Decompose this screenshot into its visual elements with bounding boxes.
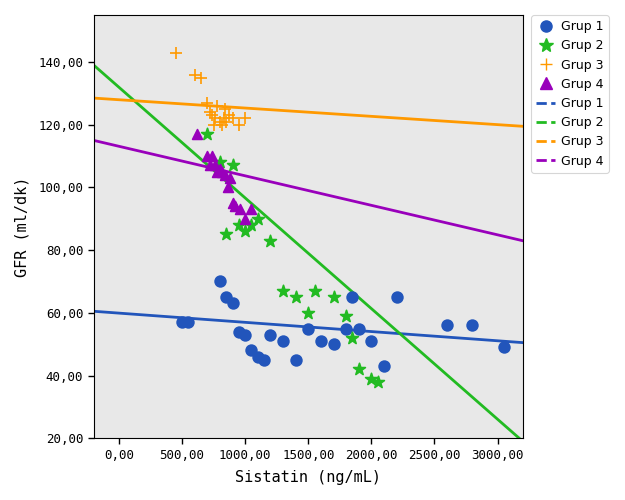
Point: [202, 99, 212, 107]
Point: [392, 293, 402, 301]
Point: [210, 162, 220, 170]
Point: [442, 322, 452, 330]
Point: [366, 374, 376, 382]
Point: [215, 158, 225, 166]
Point: [341, 324, 351, 332]
Point: [303, 324, 313, 332]
Point: [228, 114, 238, 122]
Point: [205, 162, 215, 170]
Point: [259, 356, 269, 364]
Point: [348, 293, 358, 301]
Point: [246, 206, 256, 214]
Point: [171, 48, 181, 56]
Point: [309, 287, 319, 295]
Point: [230, 202, 240, 210]
Point: [221, 293, 231, 301]
Point: [221, 118, 231, 126]
Point: [215, 164, 225, 172]
Point: [240, 215, 250, 223]
Point: [215, 278, 225, 285]
Point: [240, 114, 250, 122]
Point: [278, 337, 288, 345]
Point: [303, 309, 313, 317]
Point: [213, 102, 222, 110]
Point: [366, 337, 376, 345]
Y-axis label: GFR (ml/dk): GFR (ml/dk): [15, 176, 30, 277]
Point: [205, 108, 215, 116]
Point: [228, 199, 238, 207]
Point: [266, 331, 276, 339]
Point: [266, 236, 276, 244]
Point: [341, 312, 351, 320]
Point: [372, 378, 382, 386]
Point: [215, 118, 225, 126]
Point: [210, 114, 220, 122]
Point: [208, 152, 217, 160]
Point: [329, 293, 339, 301]
Point: [217, 120, 227, 128]
Point: [253, 352, 262, 360]
Point: [177, 318, 187, 326]
Point: [192, 130, 202, 138]
Point: [190, 70, 200, 78]
Point: [291, 356, 301, 364]
Point: [202, 152, 212, 160]
Point: [219, 114, 229, 122]
Point: [354, 324, 364, 332]
Legend: Grup 1, Grup 2, Grup 3, Grup 4, Grup 1, Grup 2, Grup 3, Grup 4: Grup 1, Grup 2, Grup 3, Grup 4, Grup 1, …: [531, 15, 609, 173]
Point: [499, 344, 509, 351]
Point: [240, 331, 250, 339]
Point: [468, 322, 478, 330]
X-axis label: Sistatin (ng/mL): Sistatin (ng/mL): [235, 470, 381, 485]
Point: [220, 105, 230, 113]
Point: [234, 221, 244, 229]
Point: [234, 328, 244, 336]
Point: [202, 130, 212, 138]
Point: [348, 334, 358, 342]
Point: [228, 300, 238, 308]
Point: [222, 184, 232, 192]
Point: [221, 230, 231, 238]
Point: [225, 174, 235, 182]
Point: [213, 168, 222, 176]
Point: [235, 206, 245, 214]
Point: [246, 221, 256, 229]
Point: [196, 74, 206, 82]
Point: [240, 228, 250, 235]
Point: [329, 340, 339, 348]
Point: [209, 120, 219, 128]
Point: [224, 112, 234, 120]
Point: [316, 337, 326, 345]
Point: [228, 162, 238, 170]
Point: [183, 318, 193, 326]
Point: [234, 120, 244, 128]
Point: [354, 366, 364, 374]
Point: [208, 112, 217, 120]
Point: [291, 293, 301, 301]
Point: [253, 215, 262, 223]
Point: [246, 346, 256, 354]
Point: [278, 287, 288, 295]
Point: [379, 362, 389, 370]
Point: [220, 171, 230, 179]
Point: [217, 168, 227, 176]
